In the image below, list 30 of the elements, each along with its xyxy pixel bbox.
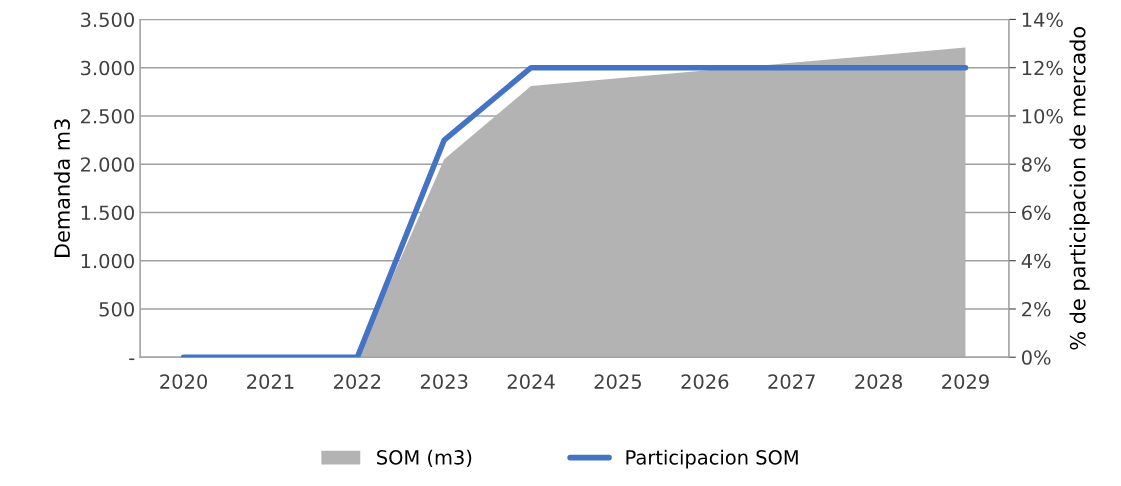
y2-axis-title: % de participacion de mercado <box>1069 27 1090 350</box>
y-tick-label: 2.000 <box>81 157 134 172</box>
x-tick-label: 2029 <box>942 374 989 389</box>
x-tick-label: 2021 <box>247 374 294 389</box>
y2-tick-label: 2% <box>1022 301 1051 317</box>
y2-tick-label: 4% <box>1021 253 1051 269</box>
x-tick-label: 2022 <box>334 374 381 389</box>
y2-tick-label: 14% <box>1022 12 1063 28</box>
x-tick-label: 2020 <box>160 374 208 389</box>
legend-label: Participacion SOM <box>626 449 798 469</box>
x-tick-label: 2025 <box>594 374 641 389</box>
legend-label: SOM (m3) <box>377 449 472 468</box>
x-tick-label: 2026 <box>681 374 729 389</box>
x-tick-label: 2027 <box>768 374 815 389</box>
y2-tick-label: 0% <box>1021 350 1051 365</box>
y-tick-label: - <box>129 358 135 361</box>
x-tick-label: 2024 <box>507 374 555 389</box>
y2-tick-label: 10% <box>1022 108 1063 124</box>
y-tick-label: 1.500 <box>81 205 134 221</box>
y2-tick-label: 8% <box>1022 157 1051 172</box>
x-tick-label: 2028 <box>855 374 902 389</box>
y-tick-label: 2.500 <box>81 108 134 124</box>
y-tick-label: 1.000 <box>81 253 134 269</box>
y-tick-label: 500 <box>99 301 134 317</box>
y2-tick-label: 6% <box>1022 205 1051 221</box>
y-tick-label: 3.000 <box>81 60 134 76</box>
y-tick-label: 3.500 <box>81 12 134 28</box>
x-tick-label: 2023 <box>420 374 468 389</box>
y2-tick-label: 12% <box>1022 60 1063 76</box>
y-axis-title: Demanda m3 <box>53 119 71 257</box>
